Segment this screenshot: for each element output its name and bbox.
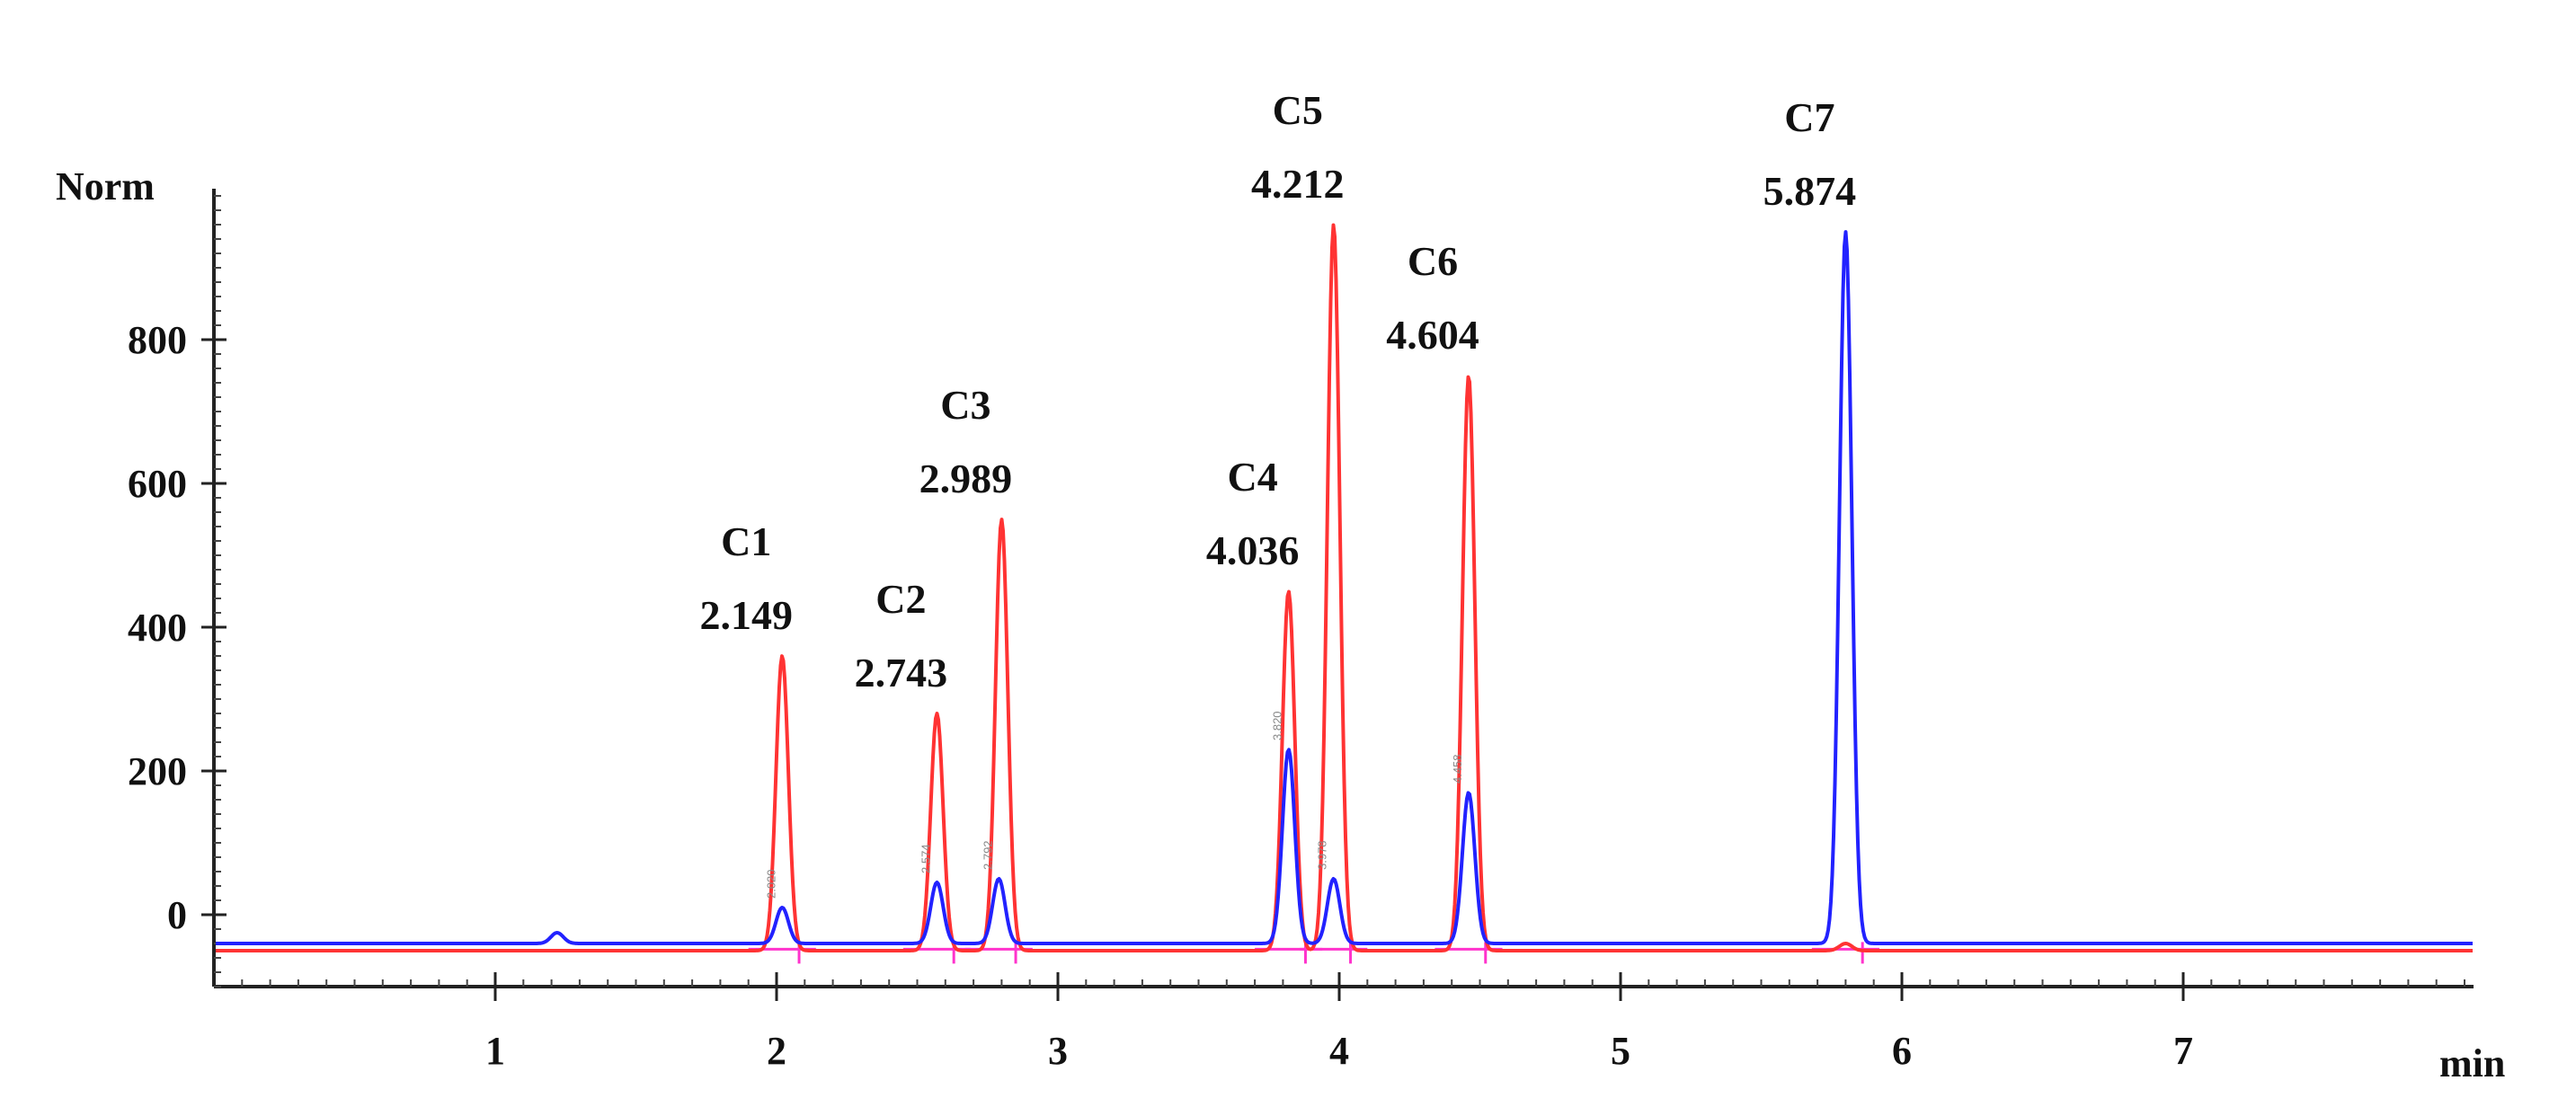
peak-name-label: C4 (1228, 454, 1278, 500)
peak-time-label: 2.149 (700, 592, 794, 638)
x-tick-label: 2 (767, 1029, 786, 1073)
minor-peak-label: 2.020 (764, 869, 777, 899)
x-tick-label: 5 (1611, 1029, 1630, 1073)
series-layer (215, 223, 2474, 952)
axes-layer: 0 200 400 600 800 1 2 3 4 5 6 7 (128, 189, 2474, 1073)
peak-time-label: 2.989 (919, 456, 1013, 501)
peak-name-label: C3 (940, 382, 990, 428)
y-tick-label: 0 (167, 893, 187, 937)
x-tick-label: 3 (1048, 1029, 1068, 1073)
peak-name-label: C2 (875, 576, 926, 622)
x-tick-label: 1 (485, 1029, 505, 1073)
peak-name-label: C6 (1408, 238, 1458, 284)
x-tick-label: 4 (1329, 1029, 1349, 1073)
minor-peak-label: 4.458 (1451, 754, 1464, 784)
peak-time-label: 4.604 (1386, 312, 1479, 358)
peak-time-label: 2.743 (855, 650, 948, 695)
minor-peak-label: 3.820 (1271, 711, 1284, 740)
peak-name-label: C1 (721, 518, 771, 564)
y-tick-label: 200 (128, 749, 187, 793)
y-tick-label: 600 (128, 462, 187, 506)
x-axis-label: min (2439, 1041, 2505, 1085)
peak-time-label: 4.036 (1206, 527, 1300, 573)
x-tick-label: 7 (2173, 1029, 2193, 1073)
minor-peak-labels: 2.020 2.574 2.792 3.820 3.978 4.458 (764, 711, 1464, 899)
series-red-line (215, 223, 2474, 952)
y-tick-label: 400 (128, 606, 187, 650)
minor-peak-label: 2.574 (919, 844, 932, 873)
peak-name-label: C7 (1784, 94, 1834, 140)
peak-time-label: 4.212 (1251, 161, 1345, 207)
x-tick-label: 6 (1892, 1029, 1912, 1073)
y-tick-label: 800 (128, 318, 187, 362)
peak-name-label: C5 (1273, 87, 1323, 133)
peak-time-label: 5.874 (1763, 168, 1857, 214)
minor-peak-label: 3.978 (1316, 840, 1329, 870)
minor-peak-label: 2.792 (981, 840, 994, 870)
series-blue-line (215, 230, 2474, 945)
y-axis-label: Norm (56, 164, 155, 208)
peak-annotations: C1 2.149 C2 2.743 C3 2.989 C4 4.036 C5 4.212 C6 4.6… (700, 87, 1857, 695)
